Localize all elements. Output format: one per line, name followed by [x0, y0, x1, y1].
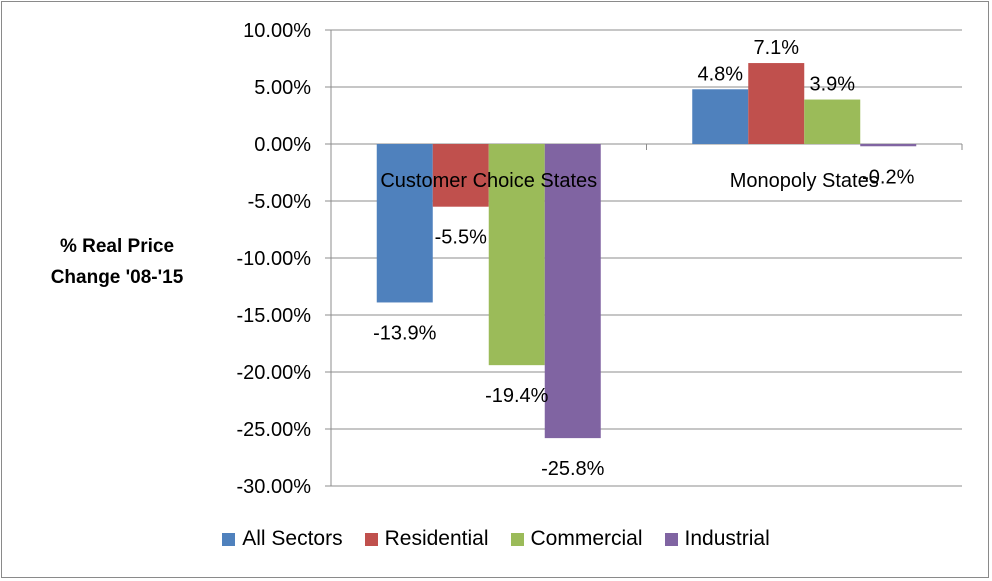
legend-item-commercial: Commercial: [510, 524, 643, 554]
bar-industrial: [860, 144, 917, 147]
data-label: -25.8%: [541, 458, 605, 480]
legend-swatch-all-sectors: [222, 532, 236, 546]
data-label: -0.2%: [862, 166, 914, 188]
legend-swatch-residential: [364, 532, 378, 546]
bar-commercial: [488, 144, 545, 366]
data-label: 7.1%: [753, 37, 799, 59]
y-axis-label-line-2: Change '08-'15: [50, 267, 184, 288]
y-tick-label: 10.00%: [243, 20, 311, 42]
y-tick-label: -5.00%: [248, 191, 312, 213]
y-tick-label: -15.00%: [237, 305, 312, 327]
y-tick-label: 5.00%: [254, 77, 311, 99]
legend-item-all-sectors: All Sectors: [222, 524, 343, 554]
legend-label-commercial: Commercial: [530, 527, 643, 550]
legend-item-residential: Residential: [364, 524, 489, 554]
bar-residential: [432, 144, 489, 207]
y-tick-label: -30.00%: [237, 476, 312, 498]
legend: All Sectors Residential Commercial Indus…: [0, 524, 992, 554]
legend-label-industrial: Industrial: [684, 527, 770, 550]
data-label: 4.8%: [697, 63, 743, 85]
legend-label-all-sectors: All Sectors: [242, 527, 343, 550]
bar-commercial: [804, 99, 861, 144]
data-label: -5.5%: [435, 227, 487, 249]
y-tick-label: -25.00%: [237, 419, 312, 441]
legend-item-industrial: Industrial: [664, 524, 770, 554]
bar-all-sectors: [376, 144, 433, 303]
data-label: 3.9%: [809, 74, 855, 96]
bar-residential: [748, 63, 805, 145]
bar-all-sectors: [692, 89, 749, 144]
y-axis-label-line-1: % Real Price: [59, 236, 175, 257]
y-tick-label: -10.00%: [237, 248, 312, 270]
x-category-label: Monopoly States: [730, 170, 879, 192]
data-label: -13.9%: [373, 322, 437, 344]
data-label: -19.4%: [485, 385, 549, 407]
y-tick-label: 0.00%: [254, 134, 311, 156]
legend-swatch-industrial: [664, 532, 678, 546]
legend-swatch-commercial: [510, 532, 524, 546]
y-axis-label: % Real Price Change '08-'15: [22, 231, 212, 293]
legend-label-residential: Residential: [384, 527, 489, 550]
bar-industrial: [544, 144, 601, 439]
y-tick-label: -20.00%: [237, 362, 312, 384]
x-category-label: Customer Choice States: [380, 170, 597, 192]
